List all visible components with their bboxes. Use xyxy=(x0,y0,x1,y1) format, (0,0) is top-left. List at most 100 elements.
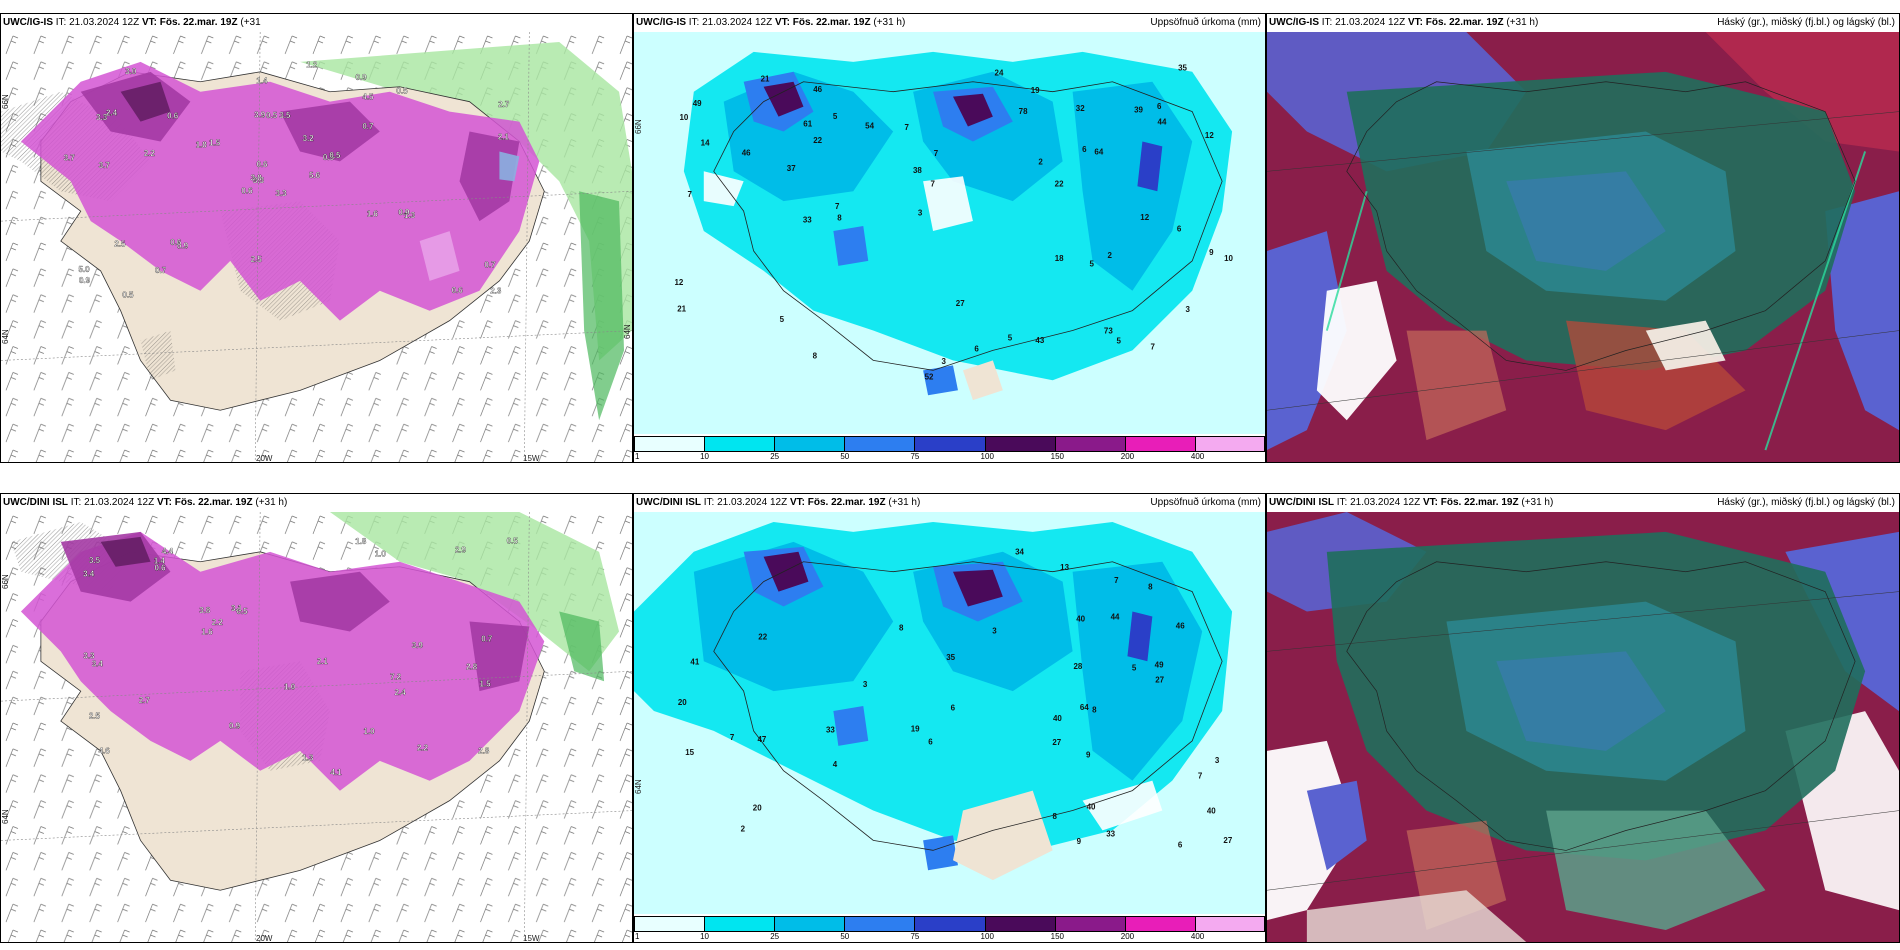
snow-value-labels: 3.3 3.3 3.3 5.0 0.5 0.9 0.9 3.5 4.5 5.6 3.0 2.3 3.7 2… xyxy=(64,60,510,299)
value-label: 24 xyxy=(995,68,1004,77)
colorbar-label: 50 xyxy=(840,452,850,461)
valid-time: VT: Fös. 22.mar. 19Z xyxy=(1422,497,1519,508)
precip-map: 14 22 22 3 39 52 18 8 6 10 9 5 6 5 7 8 7 7 7 5 5 6 7 27 32 37 44 19… xyxy=(634,32,1265,434)
value-label: 7.2 xyxy=(390,673,402,682)
value-label: 0.5 xyxy=(266,111,278,120)
value-label: 3.8 xyxy=(251,173,263,182)
value-label: 19 xyxy=(1031,86,1040,95)
value-label: 47 xyxy=(758,735,767,744)
value-label: 0.6 xyxy=(155,563,167,572)
colorbar-segment xyxy=(704,436,775,452)
snow-map: 3.3 3.3 3.3 5.0 0.5 0.9 0.9 3.5 4.5 5.6 3.0 2.3 3.7 2… xyxy=(1,32,632,462)
colorbar-segment xyxy=(914,916,985,932)
value-label: 54 xyxy=(865,122,874,131)
value-label: 3 xyxy=(863,680,868,689)
value-label: 4.1 xyxy=(330,768,342,777)
value-label: 3 xyxy=(1215,756,1220,765)
value-label: 64 xyxy=(1080,703,1089,712)
value-label: 12 xyxy=(1205,131,1214,140)
value-label: 0.9 xyxy=(398,208,410,217)
snow-map-svg: 7.22.84.64.40.52.22.51.03.84.13.43.33.52… xyxy=(1,512,632,942)
lat-label-66n: 66N xyxy=(1,94,10,109)
value-label: 2 xyxy=(1038,157,1043,166)
value-label: 0.9 xyxy=(355,73,367,82)
value-label: 8 xyxy=(1052,812,1057,821)
value-label: 0.7 xyxy=(484,260,496,269)
value-label: 12 xyxy=(1140,213,1149,222)
value-label: 0.5 xyxy=(507,537,519,546)
colorbar-label: 50 xyxy=(840,932,850,941)
value-label: 9 xyxy=(1209,248,1214,257)
precip-colorbar: 1 10 25 50 75 100 150 200 400 xyxy=(634,434,1265,462)
init-time: IT: 21.03.2024 12Z xyxy=(1321,17,1406,28)
value-label: 7 xyxy=(1198,771,1203,780)
value-label: 46 xyxy=(813,85,822,94)
value-label: 3.9 xyxy=(254,110,266,119)
lead-time: (+31 h) xyxy=(1521,497,1554,508)
value-label: 1.0 xyxy=(284,683,296,692)
valid-time: VT: Fös. 22.mar. 19Z xyxy=(789,497,886,508)
colorbar-segment xyxy=(704,916,775,932)
value-label: 40 xyxy=(1207,806,1216,815)
value-label: 27 xyxy=(1155,676,1164,685)
value-label: 2.7 xyxy=(498,100,510,109)
value-label: 8 xyxy=(899,624,904,633)
cloud-map-svg xyxy=(1267,512,1899,942)
value-label: 37 xyxy=(787,164,796,173)
value-label: 14 xyxy=(701,139,710,148)
colorbar-segment xyxy=(844,916,915,932)
value-label: 3.7 xyxy=(64,153,76,162)
colorbar-label: 25 xyxy=(770,452,780,461)
value-label: 0.5 xyxy=(122,290,134,299)
model-name: UWC/DINI ISL xyxy=(1269,497,1334,508)
value-label: 2.3 xyxy=(490,287,502,296)
value-label: 0.6 xyxy=(167,111,179,120)
precip-panel-top: UWC/IG-IS IT: 21.03.2024 12Z VT: Fös. 22… xyxy=(633,13,1266,463)
value-label: 3.4 xyxy=(92,660,104,669)
value-label: 3.3 xyxy=(276,189,288,198)
value-label: 1.2 xyxy=(306,61,318,70)
value-label: 2 xyxy=(1107,251,1112,260)
value-label: 32 xyxy=(1076,104,1085,113)
panel-header: UWC/DINI ISL IT: 21.03.2024 12Z VT: Fös.… xyxy=(1267,494,1899,512)
value-label: 3 xyxy=(942,357,947,366)
value-label: 27 xyxy=(956,299,965,308)
lat-label-64n: 64N xyxy=(634,779,643,794)
lon-label-15w: 15W xyxy=(523,454,540,463)
colorbar-segment xyxy=(1194,916,1265,932)
colorbar-segment xyxy=(1054,436,1125,452)
value-label: 22 xyxy=(758,633,767,642)
model-name: UWC/DINI ISL xyxy=(3,497,68,508)
lead-time: (+31 h) xyxy=(255,497,288,508)
value-label: 2.4 xyxy=(106,108,118,117)
value-label: 0.6 xyxy=(170,238,182,247)
colorbar-label: 1 xyxy=(635,932,640,941)
colorbar-label: 10 xyxy=(700,932,710,941)
value-label: 8 xyxy=(1092,706,1097,715)
lead-time: (+31 h) xyxy=(873,17,906,28)
value-label: 13 xyxy=(1060,563,1069,572)
value-label: 4.6 xyxy=(99,746,111,755)
panel-header: UWC/DINI ISL IT: 21.03.2024 12Z VT: Fös.… xyxy=(1,494,632,512)
value-label: 2.1 xyxy=(498,133,510,142)
value-label: 5.6 xyxy=(309,171,321,180)
value-label: 46 xyxy=(1176,622,1185,631)
value-label: 43 xyxy=(1035,336,1044,345)
value-label: 0.7 xyxy=(481,634,493,643)
value-label: 44 xyxy=(1111,613,1120,622)
colorbar-label: 400 xyxy=(1190,932,1205,941)
init-time: IT: 21.03.2024 12Z xyxy=(55,17,140,28)
lead-time: (+31 xyxy=(240,17,261,28)
valid-time: VT: Fös. 22.mar. 19Z xyxy=(141,17,238,28)
value-label: 1.8 xyxy=(196,140,208,149)
colorbar-label: 1 xyxy=(635,452,640,461)
valid-time: VT: Fös. 22.mar. 19Z xyxy=(156,497,253,508)
value-label: 22 xyxy=(813,136,822,145)
value-label: 15 xyxy=(685,748,694,757)
value-label: 5 xyxy=(780,315,785,324)
colorbar-label: 200 xyxy=(1120,932,1135,941)
value-label: 1.6 xyxy=(202,627,214,636)
value-label: 0.7 xyxy=(155,266,167,275)
colorbar-frame xyxy=(634,916,1265,932)
panel-title: Háský (gr.), miðský (fj.bl.) og lágský (… xyxy=(1717,17,1895,28)
